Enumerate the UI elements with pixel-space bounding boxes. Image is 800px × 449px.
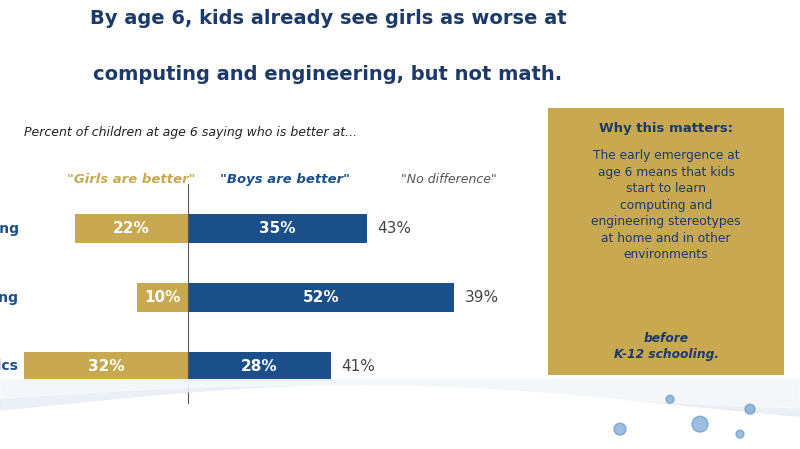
Text: By age 6, kids already see girls as worse at: By age 6, kids already see girls as wors… [90, 9, 566, 28]
Circle shape [692, 416, 708, 432]
Bar [188, 352, 331, 381]
Text: The early emergence at
age 6 means that kids
start to learn
computing and
engine: The early emergence at age 6 means that … [591, 149, 741, 261]
Text: 39%: 39% [464, 290, 498, 305]
Bar [75, 214, 188, 243]
Circle shape [736, 430, 744, 438]
Circle shape [614, 423, 626, 435]
Text: computing and engineering, but not math.: computing and engineering, but not math. [94, 65, 562, 84]
Bar [24, 352, 188, 381]
Text: 52%: 52% [302, 290, 339, 305]
Circle shape [666, 395, 674, 403]
Text: 10%: 10% [144, 290, 181, 305]
Text: 35%: 35% [259, 221, 296, 236]
Text: 28%: 28% [242, 359, 278, 374]
Text: Why this matters:: Why this matters: [599, 123, 733, 136]
Text: Computing: Computing [0, 222, 19, 236]
Text: 41%: 41% [342, 359, 375, 374]
Bar [188, 214, 367, 243]
Text: "Girls are better": "Girls are better" [67, 173, 196, 186]
Text: Mathematics: Mathematics [0, 359, 19, 373]
FancyBboxPatch shape [538, 97, 794, 386]
Text: "No difference": "No difference" [401, 173, 497, 186]
Bar [188, 283, 454, 312]
Text: before
K-12 schooling.: before K-12 schooling. [614, 332, 718, 361]
Text: Engineering: Engineering [0, 291, 19, 304]
Text: Percent of children at age 6 saying who is better at...: Percent of children at age 6 saying who … [24, 126, 357, 139]
Text: "Boys are better": "Boys are better" [220, 173, 350, 186]
Circle shape [745, 404, 755, 414]
Text: 22%: 22% [113, 221, 150, 236]
Text: 32%: 32% [88, 359, 124, 374]
Bar [137, 283, 188, 312]
Text: 43%: 43% [378, 221, 411, 236]
